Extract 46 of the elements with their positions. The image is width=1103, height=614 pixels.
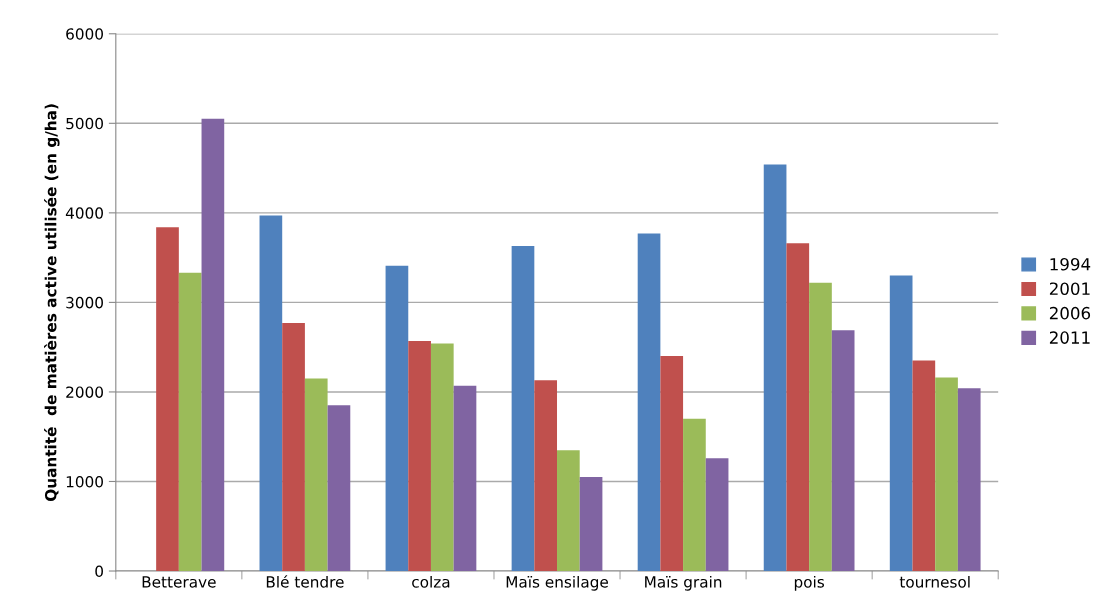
bar [178, 272, 202, 572]
y-axis-title: Quantité de matières active utilisée (en g/ha) [44, 104, 60, 502]
y-tick-label: 5000 [66, 117, 103, 130]
bar [809, 282, 832, 572]
y-tick-label: 0 [95, 565, 103, 578]
bar [912, 360, 936, 572]
bar [156, 227, 179, 572]
bar [557, 450, 580, 572]
bar [660, 356, 684, 572]
bar [705, 458, 729, 572]
bar [889, 275, 913, 572]
x-tick-label: pois [794, 575, 825, 591]
bar [327, 405, 351, 572]
legend-label: 2001 [1049, 282, 1090, 295]
y-tick-label: 3000 [66, 296, 103, 309]
bar [201, 118, 225, 572]
bar [534, 380, 558, 572]
bar [957, 388, 981, 572]
x-tick-label: Blé tendre [266, 575, 344, 588]
y-tick-label: 2000 [66, 386, 103, 398]
y-tick-label: 1000 [66, 475, 103, 488]
bar [282, 322, 305, 572]
bar [453, 385, 477, 572]
bar [935, 377, 958, 572]
bar [786, 243, 810, 572]
bar [408, 340, 431, 572]
legend-label: 1994 [1050, 257, 1091, 271]
bar [385, 265, 409, 572]
bar [259, 215, 283, 572]
x-tick-label: colza [412, 575, 450, 588]
y-tick-label: 6000 [66, 28, 103, 40]
bar [579, 477, 603, 572]
bar [831, 330, 855, 572]
bar [304, 378, 328, 572]
x-tick-label: Maïs grain [645, 575, 722, 591]
legend-label: 2011 [1049, 331, 1090, 344]
bar [637, 233, 661, 572]
legend-label: 2006 [1049, 306, 1091, 320]
y-tick-label: 4000 [65, 207, 103, 219]
x-tick-label: tournesol [899, 575, 970, 588]
bar [511, 245, 535, 572]
bar [430, 343, 454, 572]
x-tick-label: Maïs ensilage [506, 575, 608, 591]
x-tick-label: Betterave [142, 576, 216, 588]
bar [763, 164, 787, 572]
bar [683, 418, 706, 572]
